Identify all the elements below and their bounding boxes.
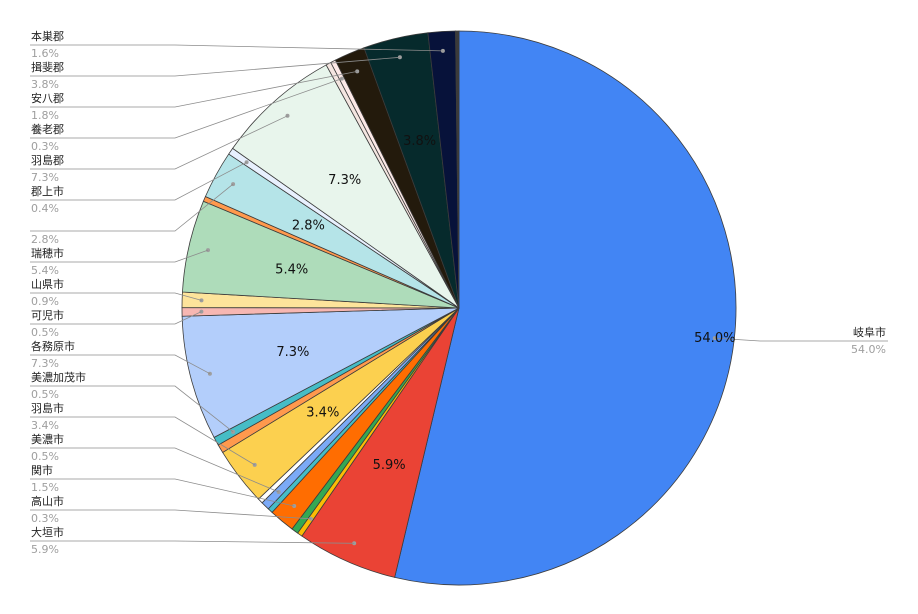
leader-line (30, 416, 255, 466)
leader-lines (30, 44, 888, 546)
slice-label-name: 養老郡 (31, 122, 64, 136)
slice-label-name: 高山市 (31, 494, 64, 508)
slice-inside-label: 3.8% (403, 134, 436, 149)
slice-inside-label: 5.4% (275, 262, 308, 277)
leader-line (30, 354, 211, 375)
slice-label-name: 本巣郡 (31, 29, 64, 43)
leader-line (30, 478, 295, 507)
slice-label-percent: 0.5% (31, 388, 59, 401)
slice-label-percent: 0.3% (31, 140, 59, 153)
slice-label-percent: 1.6% (31, 47, 59, 60)
pie-slice (394, 30, 737, 586)
leader-line (30, 292, 202, 301)
leader-line (30, 447, 279, 493)
slice-label-percent: 1.5% (31, 481, 59, 494)
slice-label-percent: 0.5% (31, 450, 59, 463)
slice-inside-label: 7.3% (276, 345, 309, 360)
outside-labels: 大垣市5.9%高山市0.3%関市1.5%美濃市0.5%羽島市3.4%美濃加茂市0… (31, 29, 886, 556)
slice-label-percent: 2.8% (31, 233, 59, 246)
slice-label-name: 可児市 (31, 308, 64, 322)
pie-slices (181, 30, 737, 586)
slice-label-percent: 1.8% (31, 109, 59, 122)
leader-line (30, 71, 358, 108)
pie-slice (232, 64, 460, 309)
leader-line (30, 311, 202, 325)
slice-inside-label: 54.0% (694, 331, 735, 346)
slice-label-name: 大垣市 (31, 525, 64, 539)
leader-line (30, 44, 443, 52)
slice-label-name: 山県市 (31, 277, 64, 291)
leader-line (30, 56, 400, 77)
slice-label-percent: 3.8% (31, 78, 59, 91)
slice-label-name: 郡上市 (31, 184, 64, 198)
slice-label-name: 羽島市 (31, 401, 64, 415)
slice-label-name: 岐阜市 (853, 325, 886, 339)
leader-line (714, 337, 888, 342)
slice-label-percent: 5.4% (31, 264, 59, 277)
slice-inside-label: 5.9% (373, 458, 406, 473)
slice-label-name: 揖斐郡 (31, 60, 64, 74)
leader-line (30, 385, 234, 433)
slice-label-name: 関市 (31, 463, 53, 477)
slice-label-name: 美濃加茂市 (31, 370, 86, 384)
slice-label-percent: 3.4% (31, 419, 59, 432)
slice-label-percent: 0.3% (31, 512, 59, 525)
leader-line (30, 161, 247, 201)
leader-line (30, 183, 234, 232)
slice-label-name: 瑞穂市 (31, 246, 64, 260)
leader-line (30, 509, 311, 520)
slice-label-name: 美濃市 (31, 432, 64, 446)
leader-line (30, 540, 355, 544)
slice-label-percent: 0.5% (31, 326, 59, 339)
leader-line (30, 249, 209, 263)
slice-label-percent: 54.0% (851, 343, 886, 356)
slice-label-name: 安八郡 (31, 91, 64, 105)
pie-slice (455, 30, 460, 309)
slice-inside-label: 7.3% (328, 173, 361, 188)
slice-label-percent: 7.3% (31, 357, 59, 370)
slice-label-percent: 5.9% (31, 543, 59, 556)
slice-label-percent: 7.3% (31, 171, 59, 184)
leader-line (30, 115, 288, 170)
slice-inside-label: 2.8% (292, 218, 325, 233)
leader-dot (252, 462, 257, 467)
slice-label-percent: 0.4% (31, 202, 59, 215)
slice-label-name: 羽島郡 (31, 153, 64, 167)
slice-inside-label: 3.4% (306, 406, 339, 421)
slice-label-percent: 0.9% (31, 295, 59, 308)
inside-labels: 54.0% 5.9% 3.4% 7.3% 5.4% 2.8% 7.3% 3.8% (275, 134, 735, 473)
slice-label-name: 各務原市 (31, 339, 75, 353)
leader-line (30, 78, 343, 139)
